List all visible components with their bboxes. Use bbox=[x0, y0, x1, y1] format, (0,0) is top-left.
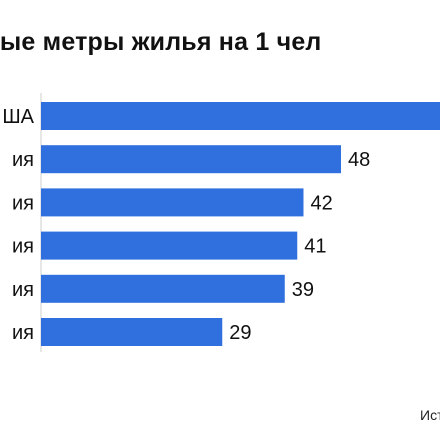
value-label: 42 bbox=[311, 192, 333, 214]
category-label: ия bbox=[12, 149, 34, 171]
category-label: ия bbox=[12, 279, 34, 301]
bar bbox=[41, 188, 304, 217]
bar bbox=[41, 274, 285, 303]
category-label: ия bbox=[12, 192, 34, 214]
chart-title: атные метры жилья на 1 чел bbox=[0, 28, 322, 56]
category-label: ША bbox=[2, 106, 34, 128]
bar bbox=[41, 102, 440, 130]
bar bbox=[41, 318, 223, 346]
bar bbox=[41, 231, 298, 260]
value-label: 29 bbox=[229, 322, 251, 344]
source-caption: Ист bbox=[420, 407, 440, 423]
bar bbox=[41, 145, 341, 174]
labels-layer: ША ия 48 ия 42 ия 41 ия 39 ия 29 bbox=[2, 106, 370, 344]
bars-layer bbox=[41, 102, 440, 346]
chart-title-container: атные метры жилья на 1 чел bbox=[0, 28, 440, 68]
category-label: ия bbox=[12, 236, 34, 258]
category-label: ия bbox=[12, 322, 34, 344]
value-label: 39 bbox=[292, 279, 314, 301]
value-label: 41 bbox=[304, 236, 326, 258]
value-label: 48 bbox=[348, 149, 370, 171]
